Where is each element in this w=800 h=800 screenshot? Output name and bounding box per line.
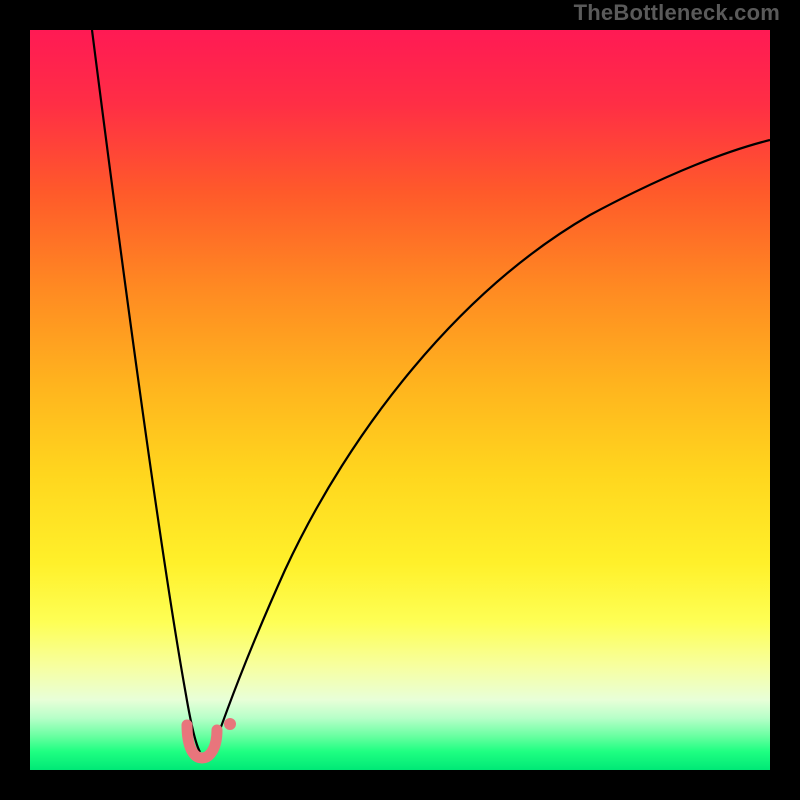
chart-frame: TheBottleneck.com (0, 0, 800, 800)
left-curve (92, 30, 200, 752)
watermark-text: TheBottleneck.com (574, 0, 780, 26)
plot-area (30, 30, 770, 770)
right-curve (212, 140, 770, 752)
valley-dot-marker (224, 718, 236, 730)
curve-layer (30, 30, 770, 770)
valley-u-marker (187, 725, 217, 758)
